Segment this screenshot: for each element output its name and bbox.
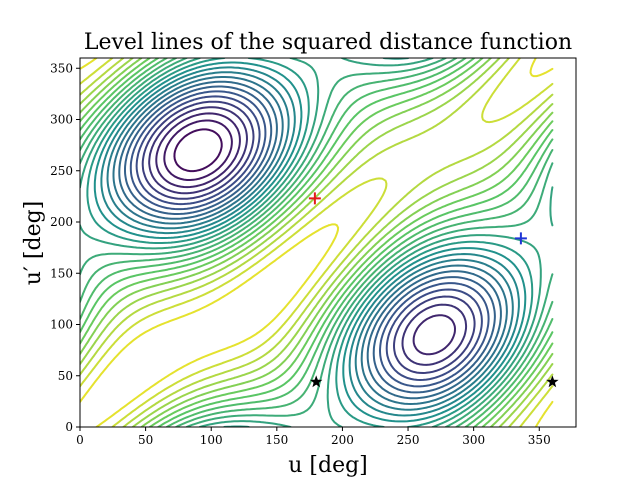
y-tick-label: 100 <box>50 318 73 332</box>
y-tick-label: 250 <box>50 164 73 178</box>
contour-level-7 <box>129 90 490 388</box>
x-tick-label: 250 <box>397 433 420 447</box>
plus-marker-0 <box>308 192 321 205</box>
plot-frame <box>79 57 577 428</box>
x-axis-label: u [deg] <box>288 453 368 478</box>
contour-level-6 <box>135 95 483 381</box>
contour-level-20 <box>80 58 554 427</box>
y-tick-label: 0 <box>65 420 73 434</box>
x-tick-label: 150 <box>265 433 288 447</box>
y-tick-label: 150 <box>50 266 73 280</box>
x-tick-label: 300 <box>462 433 485 447</box>
plus-marker-1 <box>514 232 527 245</box>
contour-level-12 <box>100 66 520 417</box>
chart-title: Level lines of the squared distance func… <box>84 30 572 55</box>
x-tick-label: 0 <box>76 433 84 447</box>
contour-level-11 <box>106 71 514 411</box>
contour-level-25 <box>80 58 554 427</box>
contour-lines <box>80 58 554 427</box>
y-axis-label: u′ [deg] <box>21 201 46 286</box>
contour-level-1 <box>173 128 223 173</box>
y-tick-label: 200 <box>50 215 73 229</box>
contour-level-2 <box>163 119 233 181</box>
y-tick-label: 300 <box>50 113 73 127</box>
contour-level-24 <box>80 58 554 427</box>
y-tick-label: 50 <box>58 369 73 383</box>
y-tick-label: 350 <box>50 61 73 75</box>
contour-level-3 <box>155 112 456 356</box>
contour-level-8 <box>124 85 496 394</box>
x-tick-label: 100 <box>200 433 223 447</box>
x-tick-label: 350 <box>528 433 551 447</box>
contour-level-4 <box>148 106 468 366</box>
contour-level-10 <box>112 76 508 405</box>
x-tick-label: 50 <box>138 433 153 447</box>
contour-level-5 <box>141 100 476 374</box>
contour-level-13 <box>93 61 527 423</box>
contour-level-9 <box>118 80 502 400</box>
y-axis-ticks: 0 50 100 150 200 250 300 350 <box>50 61 80 434</box>
x-tick-label: 200 <box>331 433 354 447</box>
star-marker-3 <box>546 375 559 388</box>
contour-level-21 <box>80 58 554 427</box>
star-marker-2 <box>310 375 323 388</box>
x-axis-ticks: 0 50 100 150 200 250 300 350 <box>76 427 551 447</box>
markers <box>308 192 559 388</box>
